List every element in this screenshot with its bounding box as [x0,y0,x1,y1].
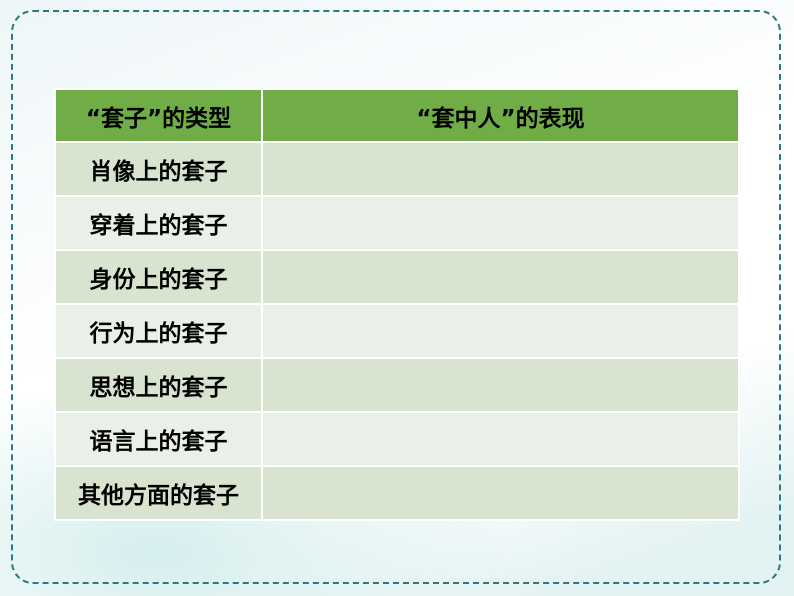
table-header: “套子”的类型 “套中人”的表现 [54,88,740,143]
套子-table: “套子”的类型 “套中人”的表现 肖像上的套子 穿着上的套子 身份上的套子 行为… [54,88,740,521]
type-cell: 其他方面的套子 [54,465,263,521]
table-row: 其他方面的套子 [54,465,740,521]
type-cell: 行为上的套子 [54,303,263,359]
performance-cell [261,411,740,467]
type-cell: 穿着上的套子 [54,195,263,251]
type-cell: 思想上的套子 [54,357,263,413]
type-cell: 语言上的套子 [54,411,263,467]
table-row: 肖像上的套子 [54,141,740,197]
performance-cell [261,249,740,305]
table-row: 思想上的套子 [54,357,740,413]
header-performance: “套中人”的表现 [261,88,740,143]
performance-cell [261,303,740,359]
header-type: “套子”的类型 [54,88,263,143]
performance-cell [261,357,740,413]
table-row: 身份上的套子 [54,249,740,305]
table-row: 语言上的套子 [54,411,740,467]
dashed-frame [11,10,781,584]
type-cell: 肖像上的套子 [54,141,263,197]
performance-cell [261,465,740,521]
performance-cell [261,141,740,197]
table-row: 穿着上的套子 [54,195,740,251]
performance-cell [261,195,740,251]
table-row: 行为上的套子 [54,303,740,359]
type-cell: 身份上的套子 [54,249,263,305]
